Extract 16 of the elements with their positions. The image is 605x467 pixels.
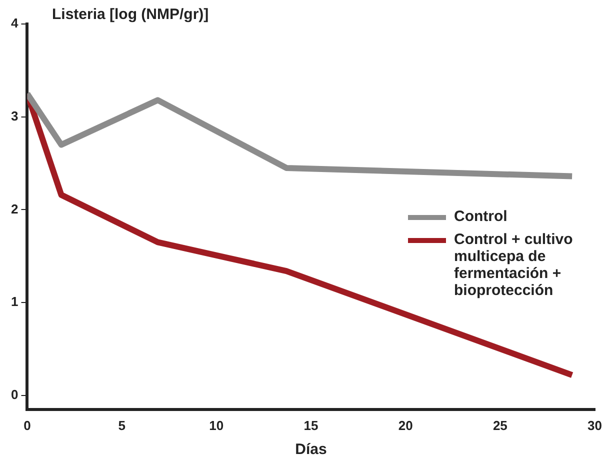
- y-axis-title: Listeria [log (NMP/gr)]: [52, 6, 209, 23]
- x-tick-label: 15: [304, 418, 318, 433]
- x-tick-label: 5: [118, 418, 126, 433]
- legend-label: Control + cultivo multicepa de fermentación + bioprotección: [454, 231, 574, 299]
- x-tick-label: 30: [588, 418, 602, 433]
- y-tick-label: 2: [10, 201, 18, 216]
- y-tick-label: 0: [10, 387, 18, 402]
- x-axis-title: Días: [295, 441, 327, 458]
- legend-label: Control: [454, 208, 508, 225]
- x-tick-label: 25: [492, 418, 508, 433]
- y-tick-label: 3: [10, 108, 18, 124]
- x-tick-label: 10: [209, 418, 224, 433]
- x-tick-label: 20: [398, 418, 413, 433]
- y-tick-label: 1: [10, 294, 18, 310]
- y-tick-label: 4: [10, 16, 19, 31]
- x-tick-label: 0: [24, 418, 31, 433]
